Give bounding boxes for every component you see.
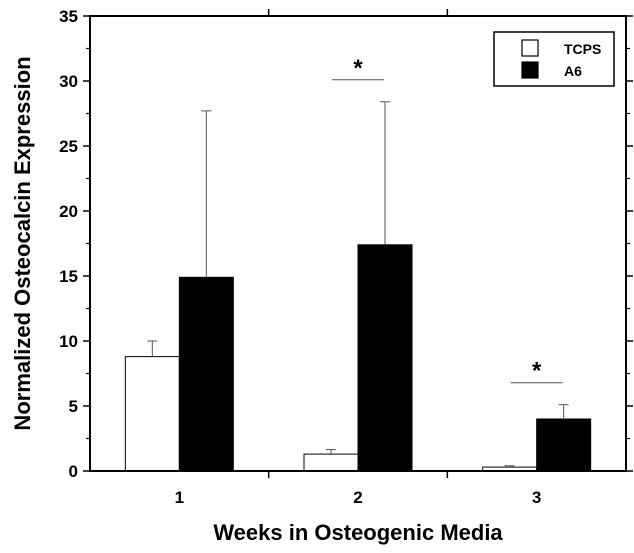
y-tick-label: 15 [59,267,78,286]
bar-a6 [536,418,592,472]
significance-star: * [353,55,363,82]
significance-star: * [532,358,542,385]
y-tick-label: 35 [59,7,78,26]
bar-a6 [178,276,234,472]
y-axis-title: Normalized Osteocalcin Expression [10,56,35,430]
legend: TCPS A6 [493,31,615,87]
y-tick-label: 30 [59,72,78,91]
ticks-layer: 0 5 10 15 20 25 30 35 1 2 3 [59,7,633,507]
bar-tcps [303,453,359,472]
legend-label-tcps: TCPS [564,41,601,57]
x-tick-label: 3 [532,488,541,507]
x-tick-label: 2 [353,488,362,507]
legend-swatch-tcps [521,39,539,57]
bars-layer [124,244,592,472]
error-bars-layer [147,101,569,468]
legend-swatch-a6 [521,61,539,79]
y-tick-label: 25 [59,137,78,156]
y-tick-label: 10 [59,332,78,351]
y-tick-label: 20 [59,202,78,221]
bar-a6 [357,244,413,472]
bar-tcps [124,356,180,472]
legend-box [493,31,615,87]
y-tick-label: 5 [69,397,78,416]
significance-layer: ** [332,55,563,385]
x-axis-title: Weeks in Osteogenic Media [213,520,503,545]
y-tick-label: 0 [69,462,78,481]
legend-label-a6: A6 [564,63,582,79]
x-tick-label: 1 [175,488,184,507]
